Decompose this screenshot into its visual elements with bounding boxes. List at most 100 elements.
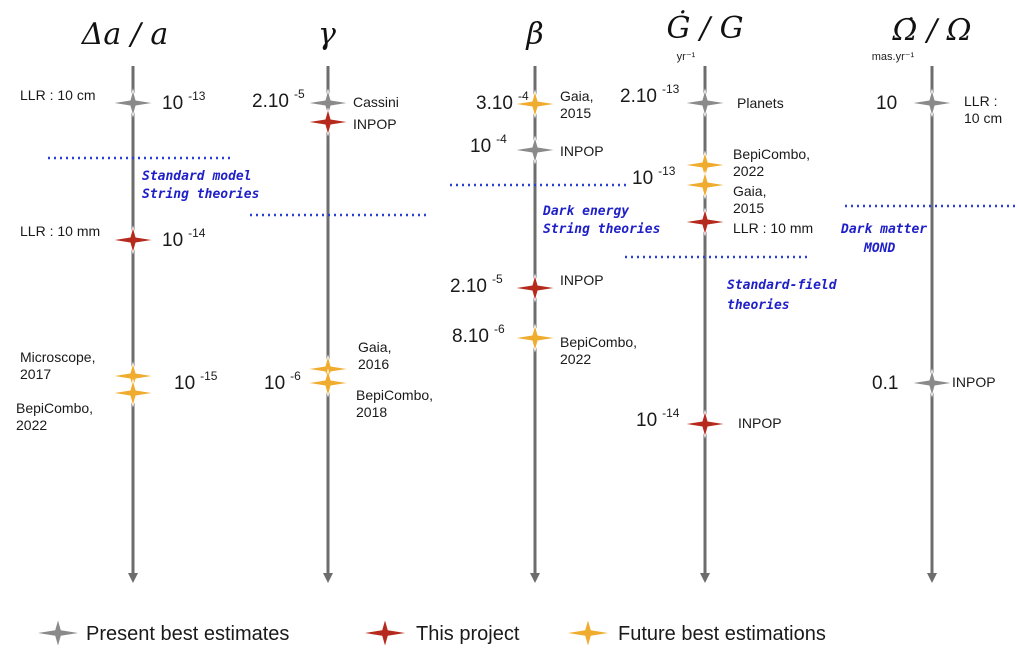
label-line: Gaia,: [560, 88, 593, 104]
label-line: Gaia,: [733, 183, 766, 199]
marker-project-inpop-gamma: [307, 107, 349, 137]
marker-project-inpop-gdot: [684, 409, 726, 439]
value-base: 8.10: [452, 326, 489, 347]
markers-layer: [112, 88, 953, 439]
legend: Present best estimates This project Futu…: [35, 617, 826, 649]
star-shape: [307, 107, 349, 137]
label-line: BepiCombo,: [733, 146, 810, 162]
label-gaia-2015-beta: Gaia, 2015: [560, 88, 593, 121]
value-omega-10: 10: [876, 93, 897, 114]
label-line: 2022: [733, 163, 764, 179]
star-shape: [684, 207, 726, 237]
marker-future-bepicombo-beta: [514, 323, 556, 353]
label-microscope: Microscope, 2017: [20, 349, 95, 382]
label-line: 2015: [560, 105, 591, 121]
label-line: 2022: [16, 417, 47, 433]
label-line: 2018: [356, 404, 387, 420]
label-line: 2015: [733, 200, 764, 216]
star-shape: [911, 368, 953, 398]
header-omega-dot-over-omega: Ω̇ / Ω: [892, 13, 972, 48]
value-beta-3e-4: 3.10 -4: [476, 89, 529, 114]
value-exponent: -4: [518, 89, 529, 103]
value-base: 10: [264, 373, 285, 394]
value-exponent: -6: [290, 369, 301, 383]
value-base: 10: [636, 410, 657, 431]
value-base: 10: [632, 168, 653, 189]
label-bepicombo-beta: BepiCombo, 2022: [560, 334, 637, 367]
marker-present-llr-10cm: [112, 88, 154, 118]
value-base: 2.10: [252, 91, 289, 112]
value-base: 3.10: [476, 93, 513, 114]
label-inpop-gamma: INPOP: [353, 116, 397, 132]
value-exponent: -13: [658, 164, 676, 178]
star-shape: [684, 170, 726, 200]
marker-present-llr-omega: [911, 88, 953, 118]
label-line: BepiCombo,: [560, 334, 637, 350]
header-delta-a-over-a: Δa / a: [81, 17, 169, 52]
note-dark-matter: Dark matter: [840, 222, 927, 237]
value-gdot-1e-14: 10 -14: [636, 406, 680, 431]
value-exponent: -5: [294, 87, 305, 101]
star-shape: [35, 617, 81, 649]
label-line: BepiCombo,: [356, 387, 433, 403]
value-gdot-1e-13: 10 -13: [632, 164, 676, 189]
star-shape: [112, 88, 154, 118]
label-llr-omega: LLR :10 cm: [964, 93, 1002, 126]
value-da-1e-15: 10 -15: [174, 369, 218, 394]
header-g-dot-over-g: Ġ / G: [666, 10, 743, 46]
value-base: 10: [162, 230, 183, 251]
marker-future-bepicombo-2018: [307, 368, 349, 398]
value-exponent: -13: [662, 82, 680, 96]
value-exponent: -13: [188, 89, 206, 103]
star-shape: [514, 135, 556, 165]
header-g-dot-unit: yr⁻¹: [677, 51, 696, 63]
star-shape: [684, 88, 726, 118]
marker-present-inpop-beta: [514, 135, 556, 165]
label-line: BepiCombo,: [16, 400, 93, 416]
value-beta-2e-5: 2.10 -5: [450, 272, 503, 297]
star-shape: [362, 617, 408, 649]
label-bepicombo-da: BepiCombo, 2022: [16, 400, 93, 433]
header-gamma: γ: [318, 17, 336, 52]
value-exponent: -5: [492, 272, 503, 286]
label-inpop-omega: INPOP: [952, 374, 996, 390]
value-base: 2.10: [620, 86, 657, 107]
label-cassini: Cassini: [353, 94, 399, 110]
value-exponent: -15: [200, 369, 218, 383]
marker-future-gaia-2015-gdot: [684, 170, 726, 200]
header-omega-dot-unit: mas.yr⁻¹: [872, 51, 915, 63]
label-inpop-beta-project: INPOP: [560, 272, 604, 288]
value-base: 10: [174, 373, 195, 394]
value-gdot-2e-13: 2.10 -13: [620, 82, 680, 107]
legend-future-label: Future best estimations: [618, 623, 826, 645]
value-da-1e-14: 10 -14: [162, 226, 206, 251]
label-inpop-beta-present: INPOP: [560, 143, 604, 159]
value-exponent: -14: [188, 226, 206, 240]
label-line: 2016: [358, 356, 389, 372]
header-beta: β: [525, 17, 543, 52]
note-string-theories-2: String theories: [543, 222, 660, 237]
star-shape: [112, 378, 154, 408]
value-beta-1e-4: 10 -4: [470, 132, 507, 157]
label-line: Microscope,: [20, 349, 95, 365]
value-exponent: -6: [494, 322, 505, 336]
star-shape: [684, 409, 726, 439]
marker-project-llr-10mm-gdot: [684, 207, 726, 237]
label-llr-10mm-gdot: LLR : 10 mm: [733, 220, 813, 236]
legend-present-icon: [35, 617, 81, 649]
note-standard-model: Standard model: [142, 169, 252, 184]
value-base: 2.10: [450, 276, 487, 297]
star-shape: [514, 273, 556, 303]
star-shape: [514, 89, 556, 119]
value-da-1e-13: 10 -13: [162, 89, 206, 114]
label-llr-10cm: LLR : 10 cm: [20, 87, 95, 103]
value-base: 10: [162, 93, 183, 114]
value-gamma-2e-5: 2.10 -5: [252, 87, 305, 112]
note-mond: MOND: [863, 241, 895, 256]
legend-future-icon: [565, 617, 611, 649]
value-exponent: -14: [662, 406, 680, 420]
star-shape: [911, 88, 953, 118]
value-gamma-1e-6: 10 -6: [264, 369, 301, 394]
value-exponent: -4: [496, 132, 507, 146]
label-inpop-gdot: INPOP: [738, 415, 782, 431]
